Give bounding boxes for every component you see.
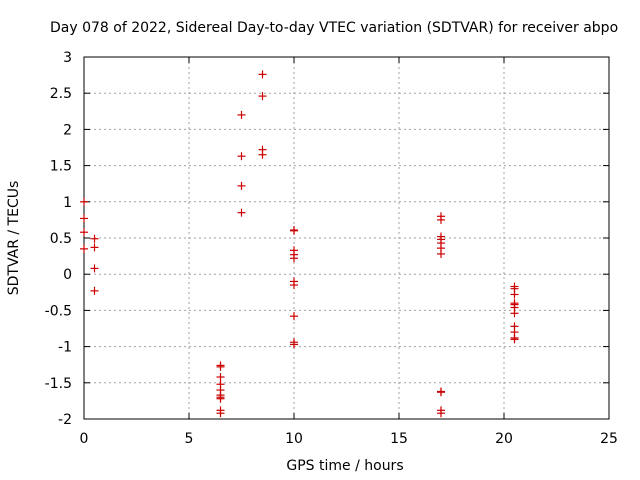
data-point — [290, 281, 298, 290]
data-point — [237, 208, 246, 217]
data-point — [80, 197, 88, 206]
x-tick-label: 15 — [390, 431, 408, 447]
y-tick-label: 0 — [63, 267, 72, 283]
data-point — [437, 249, 445, 258]
y-axis: -2 -1.5 -1 -0.5 0 0.5 1 1.5 2 2.5 3 — [45, 50, 609, 428]
y-tick-label: 1.5 — [50, 159, 72, 175]
data-point — [90, 234, 99, 243]
data-point — [90, 286, 99, 295]
x-tick-label: 25 — [600, 431, 618, 447]
y-tick-label: -2 — [58, 412, 72, 428]
data-point — [216, 394, 225, 403]
data-point — [290, 312, 298, 321]
y-axis-label: SDTVAR / TECUs — [6, 181, 22, 296]
x-tick-label: 20 — [495, 431, 513, 447]
x-axis: 0 5 10 15 20 25 — [80, 57, 618, 447]
data-point — [258, 92, 267, 101]
y-tick-label: -1 — [58, 340, 72, 356]
data-point — [237, 152, 246, 161]
data-point — [510, 335, 519, 344]
y-tick-label: 0.5 — [50, 231, 72, 247]
y-tick-label: 2 — [63, 122, 72, 138]
data-point — [237, 181, 246, 190]
data-point — [237, 110, 246, 119]
y-tick-label: -1.5 — [45, 376, 72, 392]
data-point — [216, 409, 225, 418]
y-tick-label: -0.5 — [45, 303, 72, 319]
x-axis-label: GPS time / hours — [286, 458, 403, 474]
data-point — [258, 70, 267, 79]
data-point — [90, 243, 99, 252]
x-tick-label: 0 — [80, 431, 89, 447]
y-tick-label: 3 — [63, 50, 72, 66]
data-point — [80, 244, 88, 253]
data-point — [80, 214, 88, 223]
data-point — [510, 309, 519, 318]
data-point — [437, 409, 445, 418]
data-point — [290, 226, 298, 235]
data-point — [90, 264, 99, 273]
data-point — [437, 215, 445, 224]
y-tick-label: 2.5 — [50, 86, 72, 102]
data-points — [80, 70, 519, 418]
data-point — [437, 388, 445, 397]
data-point — [216, 373, 225, 382]
y-tick-label: 1 — [63, 195, 72, 211]
data-point — [258, 150, 267, 159]
data-point — [216, 362, 225, 371]
data-point — [80, 228, 88, 237]
x-tick-label: 10 — [285, 431, 303, 447]
x-tick-label: 5 — [185, 431, 194, 447]
data-point — [290, 340, 298, 349]
data-point — [510, 290, 519, 299]
grid — [84, 57, 609, 419]
data-point — [290, 254, 298, 263]
chart-title: Day 078 of 2022, Sidereal Day-to-day VTE… — [50, 20, 618, 36]
